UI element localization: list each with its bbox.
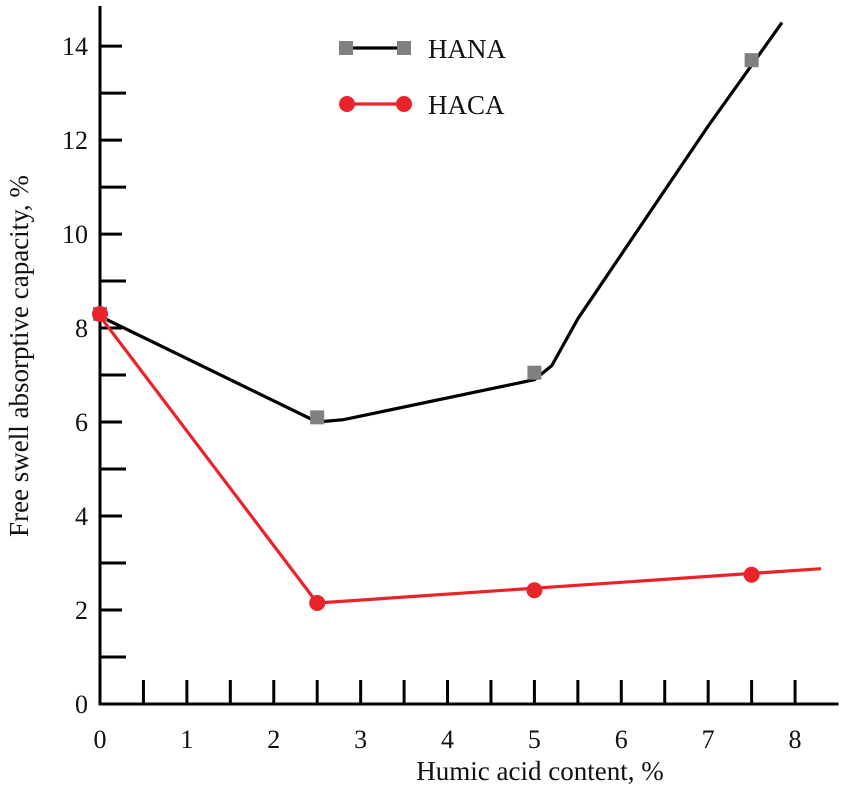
- y-tick-label: 6: [75, 408, 88, 437]
- legend-marker-haca-right: [396, 96, 412, 112]
- data-point-hana: [310, 410, 325, 425]
- y-tick-label: 8: [75, 314, 88, 343]
- series-layer: [92, 21, 822, 611]
- y-tick-label: 10: [62, 220, 88, 249]
- x-tick-label: 8: [789, 725, 802, 754]
- x-tick-labels: 0 1 2 3 4 5 6 7 8: [94, 725, 802, 754]
- x-tick-label: 3: [354, 725, 367, 754]
- data-point-hana: [527, 365, 542, 380]
- legend: HANA HACA: [339, 34, 506, 120]
- y-tick-label: 4: [75, 502, 88, 531]
- data-point-hana: [744, 53, 759, 68]
- legend-label-haca: HACA: [428, 90, 505, 120]
- legend-marker-hana-right: [397, 41, 411, 55]
- x-tick-label: 5: [528, 725, 541, 754]
- data-point-haca: [526, 582, 543, 599]
- x-tick-label: 7: [702, 725, 715, 754]
- data-point-haca: [309, 594, 326, 611]
- data-point-haca: [743, 566, 760, 583]
- y-tick-labels: 0 2 4 6 8 10 12 14: [62, 32, 88, 719]
- y-tick-label: 2: [75, 596, 88, 625]
- x-tick-marks: [141, 680, 797, 704]
- y-tick-label: 0: [75, 690, 88, 719]
- x-tick-label: 0: [94, 725, 107, 754]
- y-tick-marks: [100, 44, 126, 659]
- y-tick-label: 14: [62, 32, 88, 61]
- legend-marker-hana-left: [339, 41, 353, 55]
- axes: [98, 6, 839, 706]
- y-tick-label: 12: [62, 126, 88, 155]
- x-tick-label: 6: [615, 725, 628, 754]
- x-tick-label: 2: [267, 725, 280, 754]
- legend-marker-haca-left: [339, 96, 355, 112]
- y-axis-title: Free swell absorptive capacity, %: [4, 175, 34, 537]
- legend-label-hana: HANA: [428, 34, 506, 64]
- x-axis-title: Humic acid content, %: [416, 756, 663, 786]
- series-line-haca: [98, 315, 822, 605]
- x-tick-label: 4: [441, 725, 454, 754]
- x-tick-label: 1: [180, 725, 193, 754]
- series-line-hana: [99, 21, 784, 424]
- data-point-haca: [92, 305, 108, 322]
